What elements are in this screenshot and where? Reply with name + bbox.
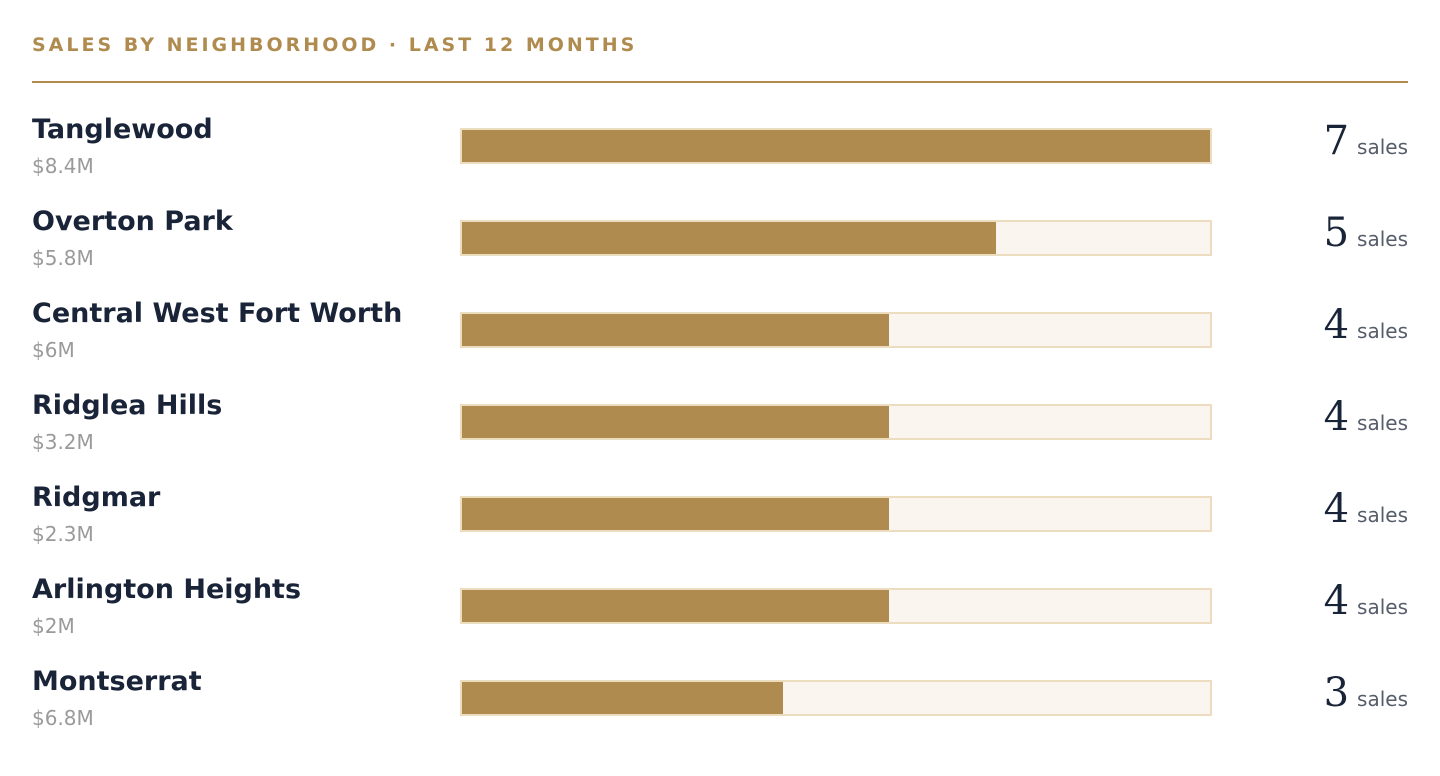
sales-count-value: 4 [1323, 578, 1350, 624]
neighborhood-name: Arlington Heights [32, 574, 302, 605]
neighborhood-name: Tanglewood [32, 114, 213, 145]
sales-count-value: 7 [1323, 118, 1350, 164]
sales-count-unit: sales [1357, 687, 1408, 711]
sales-count-value: 4 [1323, 486, 1350, 532]
bar-track [460, 220, 1212, 256]
sales-count-value: 4 [1323, 394, 1350, 440]
sales-count-value: 5 [1323, 210, 1350, 256]
sales-count: 4 sales [1324, 302, 1408, 348]
bar-fill [462, 406, 890, 438]
neighborhood-name: Overton Park [32, 206, 233, 237]
sales-count-unit: sales [1357, 135, 1408, 159]
neighborhood-row: Arlington Heights $2M 4 sales [32, 570, 1408, 662]
neighborhood-name: Ridglea Hills [32, 390, 223, 421]
sales-volume: $6M [32, 338, 75, 362]
sales-count: 3 sales [1324, 670, 1408, 716]
bar-fill [462, 682, 783, 714]
sales-count: 4 sales [1324, 394, 1408, 440]
neighborhood-name: Montserrat [32, 666, 202, 697]
sales-count-value: 3 [1323, 670, 1350, 716]
bar-track [460, 680, 1212, 716]
sales-count: 5 sales [1324, 210, 1408, 256]
neighborhood-row: Ridglea Hills $3.2M 4 sales [32, 386, 1408, 478]
neighborhood-row: Tanglewood $8.4M 7 sales [32, 110, 1408, 202]
bar-track [460, 404, 1212, 440]
sales-volume: $3.2M [32, 430, 94, 454]
bar-fill [462, 130, 1210, 162]
neighborhood-list: Tanglewood $8.4M 7 sales Overton Park $5.8M 5 s… [32, 110, 1408, 754]
sales-volume: $6.8M [32, 706, 94, 730]
title-divider [32, 81, 1408, 83]
sales-count: 4 sales [1324, 578, 1408, 624]
sales-count-unit: sales [1357, 595, 1408, 619]
neighborhood-name: Ridgmar [32, 482, 161, 513]
sales-volume: $5.8M [32, 246, 94, 270]
bar-fill [462, 498, 890, 530]
sales-count-unit: sales [1357, 411, 1408, 435]
sales-count-unit: sales [1357, 227, 1408, 251]
sales-count: 4 sales [1324, 486, 1408, 532]
neighborhood-row: Overton Park $5.8M 5 sales [32, 202, 1408, 294]
sales-count-unit: sales [1357, 319, 1408, 343]
bar-fill [462, 314, 890, 346]
bar-track [460, 588, 1212, 624]
sales-volume: $2M [32, 614, 75, 638]
bar-track [460, 496, 1212, 532]
sales-count: 7 sales [1324, 118, 1408, 164]
bar-fill [462, 222, 997, 254]
sales-volume: $2.3M [32, 522, 94, 546]
neighborhood-name: Central West Fort Worth [32, 298, 403, 329]
sales-volume: $8.4M [32, 154, 94, 178]
sales-count-value: 4 [1323, 302, 1350, 348]
neighborhood-row: Montserrat $6.8M 3 sales [32, 662, 1408, 754]
bar-track [460, 312, 1212, 348]
neighborhood-row: Ridgmar $2.3M 4 sales [32, 478, 1408, 570]
sales-count-unit: sales [1357, 503, 1408, 527]
bar-fill [462, 590, 890, 622]
chart-title: SALES BY NEIGHBORHOOD · LAST 12 MONTHS [32, 34, 638, 56]
neighborhood-row: Central West Fort Worth $6M 4 sales [32, 294, 1408, 386]
bar-track [460, 128, 1212, 164]
